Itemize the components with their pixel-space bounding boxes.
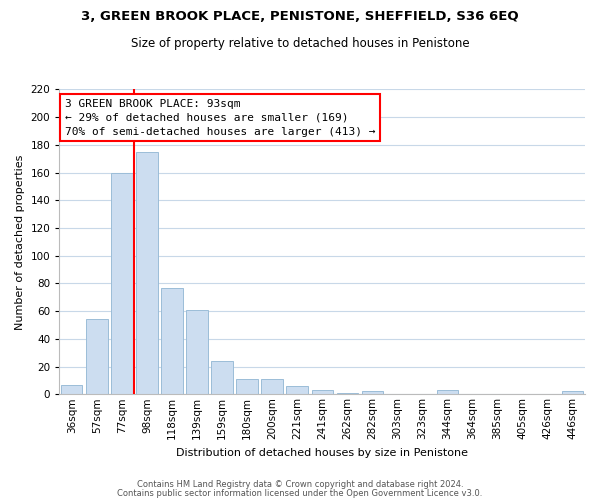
Text: Contains public sector information licensed under the Open Government Licence v3: Contains public sector information licen… — [118, 489, 482, 498]
Bar — [337, 393, 358, 394]
Bar — [562, 392, 583, 394]
Bar — [61, 384, 82, 394]
Bar — [262, 379, 283, 394]
Y-axis label: Number of detached properties: Number of detached properties — [15, 154, 25, 330]
Bar — [437, 390, 458, 394]
Bar — [86, 320, 107, 394]
Bar — [311, 390, 333, 394]
Bar — [187, 310, 208, 394]
Bar — [111, 172, 133, 394]
Bar — [236, 379, 258, 394]
Text: 3 GREEN BROOK PLACE: 93sqm
← 29% of detached houses are smaller (169)
70% of sem: 3 GREEN BROOK PLACE: 93sqm ← 29% of deta… — [65, 98, 375, 136]
X-axis label: Distribution of detached houses by size in Penistone: Distribution of detached houses by size … — [176, 448, 468, 458]
Text: 3, GREEN BROOK PLACE, PENISTONE, SHEFFIELD, S36 6EQ: 3, GREEN BROOK PLACE, PENISTONE, SHEFFIE… — [81, 10, 519, 23]
Bar — [286, 386, 308, 394]
Text: Size of property relative to detached houses in Penistone: Size of property relative to detached ho… — [131, 38, 469, 51]
Bar — [211, 361, 233, 394]
Bar — [136, 152, 158, 394]
Text: Contains HM Land Registry data © Crown copyright and database right 2024.: Contains HM Land Registry data © Crown c… — [137, 480, 463, 489]
Bar — [161, 288, 182, 395]
Bar — [362, 392, 383, 394]
